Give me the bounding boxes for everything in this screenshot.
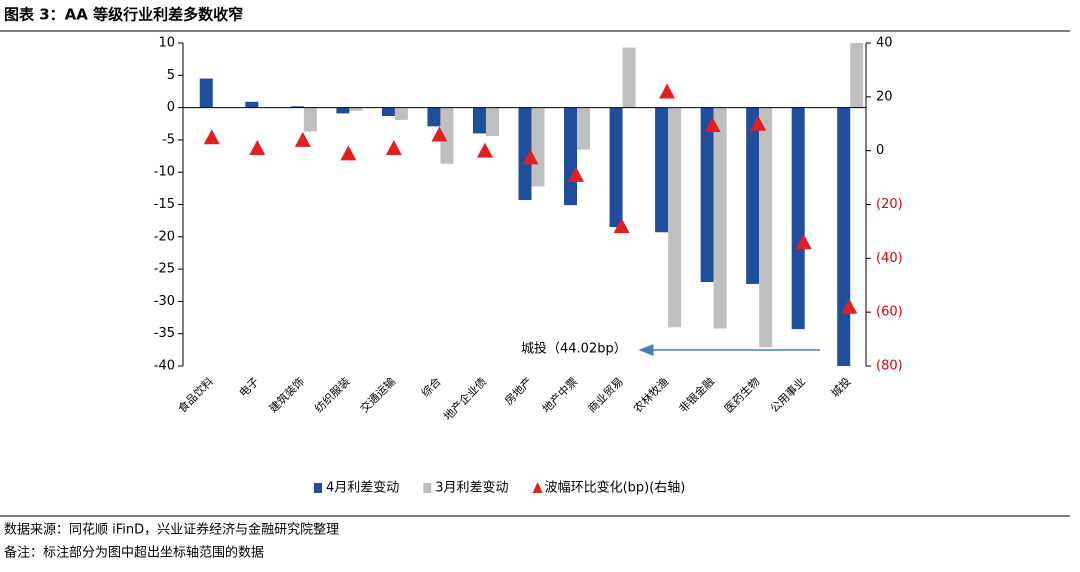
legend-swatch bbox=[314, 483, 322, 493]
bar bbox=[472, 107, 486, 134]
marker-triangle bbox=[340, 145, 357, 161]
legend-label: 4月利差变动 bbox=[326, 480, 399, 496]
bar bbox=[668, 107, 682, 328]
y2-tick-label: 0 bbox=[876, 143, 884, 158]
bar bbox=[850, 43, 864, 108]
y-tick-label: -5 bbox=[162, 132, 175, 147]
x-tick-label: 食品饮料 bbox=[175, 374, 216, 415]
chart-title: 图表 3：AA 等级行业利差多数收窄 bbox=[4, 6, 243, 24]
y-tick-label: -15 bbox=[154, 197, 175, 212]
y2-tick-label: 40 bbox=[876, 36, 893, 51]
x-tick-label: 医药生物 bbox=[721, 374, 762, 415]
note: 备注：标注部分为图中超出坐标轴范围的数据 bbox=[4, 545, 264, 561]
marker-triangle bbox=[795, 234, 812, 250]
legend-label: 波幅环比变化(bp)(右轴) bbox=[545, 480, 686, 496]
bar bbox=[199, 78, 213, 108]
x-tick-label: 农林牧渔 bbox=[630, 374, 671, 415]
bar bbox=[577, 107, 591, 150]
plot-area bbox=[199, 43, 864, 366]
x-tick-label: 综合 bbox=[418, 374, 443, 399]
bar bbox=[837, 107, 851, 366]
y-tick-label: 5 bbox=[167, 68, 175, 83]
bar bbox=[427, 107, 441, 127]
y-tick-label: -30 bbox=[154, 294, 175, 309]
marker-triangle bbox=[249, 139, 266, 155]
legend-swatch bbox=[532, 482, 543, 493]
bar bbox=[655, 107, 669, 233]
bar bbox=[440, 107, 454, 164]
y-tick-label: -20 bbox=[154, 229, 175, 244]
marker-triangle bbox=[613, 218, 630, 234]
y2-tick-label: (80) bbox=[876, 359, 903, 374]
y-tick-label: 10 bbox=[158, 36, 175, 51]
y2-tick-label: 20 bbox=[876, 89, 893, 104]
bar bbox=[336, 107, 350, 114]
bar bbox=[349, 107, 363, 111]
x-tick-label: 建筑装饰 bbox=[266, 374, 307, 415]
bar bbox=[700, 107, 714, 283]
x-tick-label: 城投 bbox=[828, 374, 853, 399]
x-tick-label: 电子 bbox=[237, 375, 262, 400]
marker-triangle bbox=[568, 166, 585, 182]
x-tick-label: 商业贸易 bbox=[585, 374, 626, 415]
bar bbox=[245, 101, 259, 108]
bar bbox=[713, 107, 727, 329]
bar bbox=[394, 107, 408, 120]
marker-triangle bbox=[522, 149, 539, 165]
marker-triangle bbox=[841, 298, 858, 314]
y2-tick-label: (20) bbox=[876, 197, 903, 212]
y2-tick-label: (40) bbox=[876, 251, 903, 266]
legend-label: 3月利差变动 bbox=[435, 480, 508, 496]
bar bbox=[759, 107, 773, 348]
bar bbox=[381, 107, 395, 116]
x-tick-label: 地产中票 bbox=[539, 374, 580, 415]
bar bbox=[531, 107, 545, 187]
y2-tick-label: (60) bbox=[876, 305, 903, 320]
marker-triangle bbox=[476, 142, 493, 158]
y-tick-label: -35 bbox=[154, 326, 175, 341]
x-tick-label: 房地产 bbox=[502, 374, 535, 407]
bar bbox=[746, 107, 760, 284]
annotation: 城投（44.02bp） bbox=[521, 341, 627, 357]
source: 数据来源：同花顺 iFinD，兴业证券经济与金融研究院整理 bbox=[4, 522, 339, 538]
bar bbox=[609, 107, 623, 228]
legend-swatch bbox=[423, 483, 432, 493]
y-tick-label: -10 bbox=[154, 165, 175, 180]
y-tick-label: -40 bbox=[154, 359, 175, 374]
bar bbox=[303, 107, 317, 132]
marker-triangle bbox=[385, 139, 402, 155]
bar bbox=[290, 106, 304, 108]
bar bbox=[564, 107, 578, 206]
bar bbox=[791, 107, 805, 330]
x-tick-label: 公用事业 bbox=[768, 375, 808, 415]
y-tick-label: -25 bbox=[154, 262, 175, 277]
x-tick-label: 地产企业债 bbox=[440, 374, 489, 423]
marker-triangle bbox=[659, 83, 676, 99]
x-tick-label: 纺织服装 bbox=[312, 374, 353, 415]
y-tick-label: 0 bbox=[167, 100, 175, 115]
bar bbox=[485, 107, 499, 137]
bar bbox=[518, 107, 532, 200]
marker-triangle bbox=[704, 117, 721, 133]
x-tick-label: 非银金融 bbox=[676, 374, 717, 415]
x-tick-label: 交通运输 bbox=[357, 374, 398, 415]
marker-triangle bbox=[750, 115, 767, 131]
marker-triangle bbox=[431, 126, 448, 142]
marker-triangle bbox=[294, 131, 311, 147]
marker-triangle bbox=[203, 129, 220, 145]
bar bbox=[622, 47, 636, 108]
